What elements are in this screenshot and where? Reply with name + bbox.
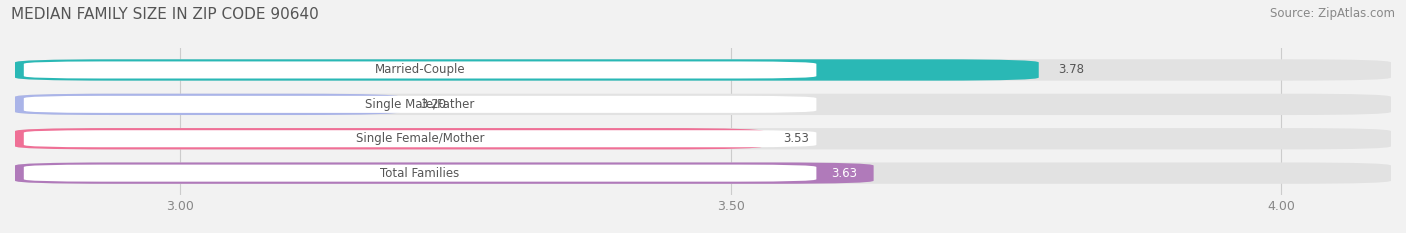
- Text: Single Male/Father: Single Male/Father: [366, 98, 475, 111]
- FancyBboxPatch shape: [15, 59, 1391, 81]
- FancyBboxPatch shape: [15, 162, 1391, 184]
- FancyBboxPatch shape: [15, 162, 873, 184]
- FancyBboxPatch shape: [24, 164, 817, 182]
- Text: Total Families: Total Families: [381, 167, 460, 180]
- Text: Married-Couple: Married-Couple: [375, 63, 465, 76]
- Text: 3.63: 3.63: [831, 167, 858, 180]
- FancyBboxPatch shape: [15, 94, 1391, 115]
- Text: 3.78: 3.78: [1059, 63, 1084, 76]
- Text: 3.20: 3.20: [420, 98, 446, 111]
- FancyBboxPatch shape: [24, 130, 817, 147]
- Text: MEDIAN FAMILY SIZE IN ZIP CODE 90640: MEDIAN FAMILY SIZE IN ZIP CODE 90640: [11, 7, 319, 22]
- FancyBboxPatch shape: [15, 59, 1039, 81]
- Text: Source: ZipAtlas.com: Source: ZipAtlas.com: [1270, 7, 1395, 20]
- FancyBboxPatch shape: [15, 128, 763, 149]
- Text: 3.53: 3.53: [783, 132, 810, 145]
- FancyBboxPatch shape: [15, 94, 401, 115]
- Text: Single Female/Mother: Single Female/Mother: [356, 132, 484, 145]
- FancyBboxPatch shape: [15, 128, 1391, 149]
- FancyBboxPatch shape: [24, 62, 817, 79]
- FancyBboxPatch shape: [24, 96, 817, 113]
